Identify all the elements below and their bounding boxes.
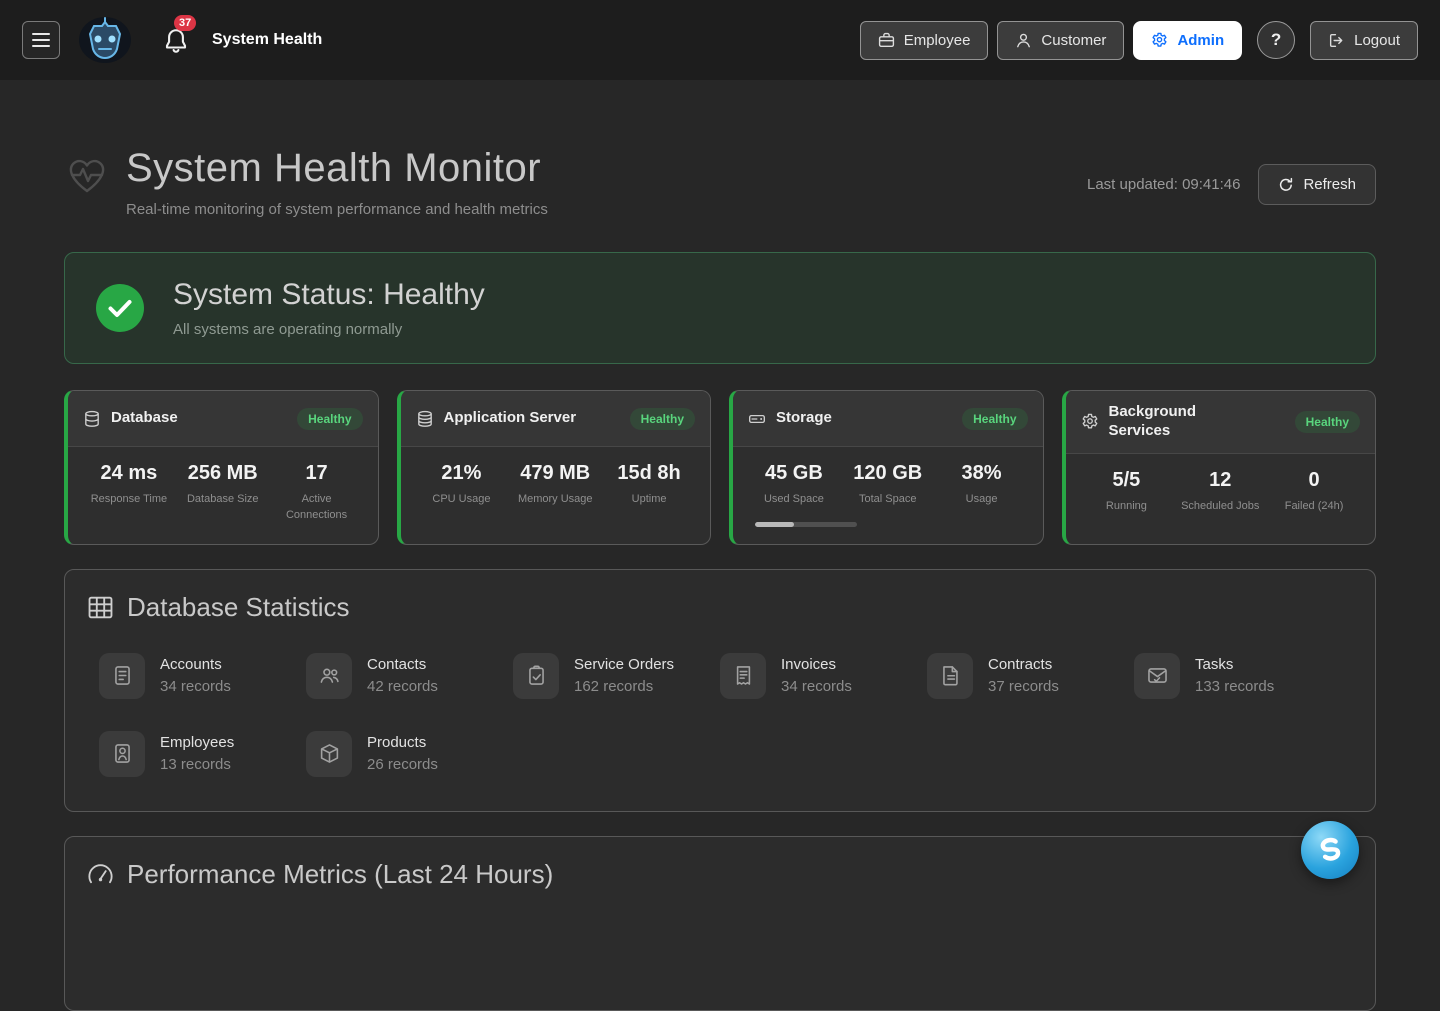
card-title: Database bbox=[111, 409, 178, 428]
navbar-actions: Employee Customer Admin ? bbox=[860, 21, 1418, 60]
menu-toggle-button[interactable] bbox=[22, 21, 60, 59]
metric-running: 5/5 Running bbox=[1080, 469, 1174, 515]
last-updated-text: Last updated: 09:41:46 bbox=[1087, 176, 1240, 193]
clipboard-check-icon bbox=[513, 653, 559, 699]
heart-pulse-icon bbox=[64, 152, 110, 198]
admin-nav-button[interactable]: Admin bbox=[1133, 21, 1242, 60]
database-statistics-card: Database Statistics Accounts 34 records bbox=[64, 569, 1376, 812]
question-icon: ? bbox=[1271, 30, 1281, 50]
file-text-icon bbox=[927, 653, 973, 699]
metric-scheduled-jobs: 12 Scheduled Jobs bbox=[1173, 469, 1267, 515]
table-grid-icon bbox=[87, 594, 114, 621]
metric-usage-percent: 38% Usage bbox=[935, 462, 1029, 508]
receipt-icon bbox=[720, 653, 766, 699]
storage-status-card: Storage Healthy 45 GB Used Space 120 GB … bbox=[729, 390, 1044, 545]
metric-memory-usage: 479 MB Memory Usage bbox=[508, 462, 602, 508]
hamburger-icon bbox=[32, 33, 50, 47]
db-statistics-grid: Accounts 34 records Contacts 42 records bbox=[87, 653, 1353, 777]
card-title: Application Server bbox=[444, 409, 577, 428]
db-stat-contracts: Contracts 37 records bbox=[927, 653, 1134, 699]
db-stat-contacts: Contacts 42 records bbox=[306, 653, 513, 699]
performance-title: Performance Metrics (Last 24 Hours) bbox=[127, 859, 553, 890]
envelope-check-icon bbox=[1134, 653, 1180, 699]
journal-icon bbox=[99, 653, 145, 699]
status-badge: Healthy bbox=[962, 408, 1027, 430]
status-badge: Healthy bbox=[297, 408, 362, 430]
page-title: System Health Monitor bbox=[126, 146, 548, 191]
assistant-chat-button[interactable] bbox=[1301, 821, 1359, 879]
navbar-title: System Health bbox=[212, 31, 322, 49]
refresh-label: Refresh bbox=[1303, 176, 1356, 193]
metric-failed-24h: 0 Failed (24h) bbox=[1267, 469, 1361, 515]
database-status-card: Database Healthy 24 ms Response Time 256… bbox=[64, 390, 379, 545]
refresh-button[interactable]: Refresh bbox=[1258, 164, 1376, 205]
logout-label: Logout bbox=[1354, 32, 1400, 49]
employee-nav-button[interactable]: Employee bbox=[860, 21, 989, 60]
db-stat-invoices: Invoices 34 records bbox=[720, 653, 927, 699]
refresh-icon bbox=[1278, 177, 1294, 193]
metric-database-size: 256 MB Database Size bbox=[176, 462, 270, 524]
gear-icon bbox=[1151, 32, 1168, 49]
admin-label: Admin bbox=[1177, 32, 1224, 49]
employee-label: Employee bbox=[904, 32, 971, 49]
performance-metrics-card: Performance Metrics (Last 24 Hours) bbox=[64, 836, 1376, 1011]
person-icon bbox=[1015, 32, 1032, 49]
logout-button[interactable]: Logout bbox=[1310, 21, 1418, 60]
metric-response-time: 24 ms Response Time bbox=[82, 462, 176, 524]
page-subtitle: Real-time monitoring of system performan… bbox=[126, 201, 548, 218]
db-stat-employees: Employees 13 records bbox=[99, 731, 306, 777]
metric-active-connections: 17 Active Connections bbox=[270, 462, 364, 524]
status-cards-row: Database Healthy 24 ms Response Time 256… bbox=[64, 390, 1376, 545]
status-badge: Healthy bbox=[630, 408, 695, 430]
notification-count-badge: 37 bbox=[174, 15, 196, 31]
customer-nav-button[interactable]: Customer bbox=[997, 21, 1124, 60]
box-icon bbox=[306, 731, 352, 777]
app-server-status-card: Application Server Healthy 21% CPU Usage… bbox=[397, 390, 712, 545]
storage-usage-progress-fill bbox=[755, 522, 794, 527]
app-logo bbox=[78, 16, 132, 64]
notifications-bell[interactable]: 37 bbox=[164, 27, 188, 53]
system-status-banner: System Status: Healthy All systems are o… bbox=[64, 252, 1376, 364]
metric-used-space: 45 GB Used Space bbox=[747, 462, 841, 508]
status-banner-title: System Status: Healthy bbox=[173, 278, 485, 312]
db-stat-accounts: Accounts 34 records bbox=[99, 653, 306, 699]
main-content: System Health Monitor Real-time monitori… bbox=[0, 146, 1440, 1011]
gear-icon bbox=[1081, 413, 1099, 431]
db-stat-service-orders: Service Orders 162 records bbox=[513, 653, 720, 699]
db-stat-products: Products 26 records bbox=[306, 731, 513, 777]
page-header: System Health Monitor Real-time monitori… bbox=[64, 146, 1376, 218]
assistant-logo-icon bbox=[1313, 833, 1347, 867]
top-navbar: 37 System Health Employee Customer bbox=[0, 0, 1440, 80]
speedometer-icon bbox=[87, 861, 114, 888]
person-badge-icon bbox=[99, 731, 145, 777]
people-icon bbox=[306, 653, 352, 699]
hdd-icon bbox=[748, 410, 766, 428]
database-icon bbox=[83, 410, 101, 428]
status-badge: Healthy bbox=[1295, 411, 1360, 433]
logout-icon bbox=[1328, 32, 1345, 49]
briefcase-icon bbox=[878, 32, 895, 49]
card-title: Storage bbox=[776, 409, 832, 428]
server-icon bbox=[416, 410, 434, 428]
db-statistics-title: Database Statistics bbox=[127, 592, 350, 623]
status-banner-subtitle: All systems are operating normally bbox=[173, 321, 485, 338]
card-title: Background Services bbox=[1109, 403, 1205, 441]
background-services-status-card: Background Services Healthy 5/5 Running … bbox=[1062, 390, 1377, 545]
metric-uptime: 15d 8h Uptime bbox=[602, 462, 696, 508]
help-button[interactable]: ? bbox=[1257, 21, 1295, 59]
metric-cpu-usage: 21% CPU Usage bbox=[415, 462, 509, 508]
customer-label: Customer bbox=[1041, 32, 1106, 49]
db-stat-tasks: Tasks 133 records bbox=[1134, 653, 1341, 699]
storage-usage-progressbar bbox=[755, 522, 857, 527]
metric-total-space: 120 GB Total Space bbox=[841, 462, 935, 508]
check-circle-icon bbox=[95, 283, 145, 333]
